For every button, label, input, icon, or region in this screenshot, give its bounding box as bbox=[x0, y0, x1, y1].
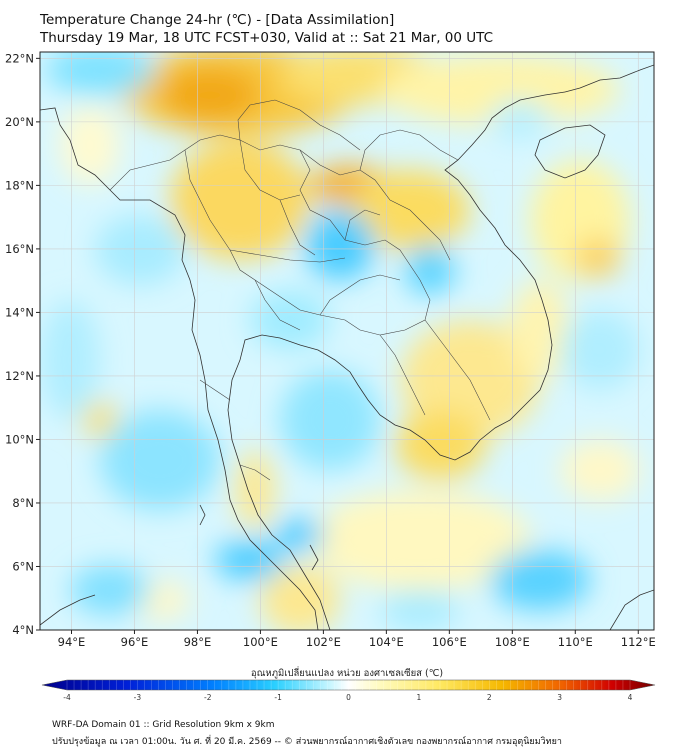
lat-label: 12°N bbox=[5, 369, 34, 383]
colorbar: อุณหภูมิเปลี่ยนแปลง หน่วย องศาเซลเซียส (… bbox=[41, 666, 656, 702]
lat-label: 6°N bbox=[12, 559, 34, 573]
lat-label: 8°N bbox=[12, 496, 34, 510]
lon-label: 98°E bbox=[184, 635, 212, 649]
colorbar-tick-label: -2 bbox=[204, 693, 212, 702]
map-frame bbox=[39, 51, 655, 631]
graticule bbox=[40, 52, 654, 630]
lon-label: 94°E bbox=[58, 635, 86, 649]
lat-label: 20°N bbox=[5, 115, 34, 129]
colorbar-tick-label: 2 bbox=[487, 693, 492, 702]
lat-label: 4°N bbox=[12, 623, 34, 637]
lon-label: 102°E bbox=[306, 635, 341, 649]
lon-label: 96°E bbox=[121, 635, 149, 649]
lat-label: 22°N bbox=[5, 51, 34, 65]
colorbar-label: อุณหภูมิเปลี่ยนแปลง หน่วย องศาเซลเซียส (… bbox=[251, 666, 443, 679]
temperature-field bbox=[40, 52, 654, 630]
coastlines bbox=[40, 64, 654, 630]
colorbar-tick-label: 1 bbox=[416, 693, 421, 702]
lon-label: 110°E bbox=[558, 635, 593, 649]
colorbar-tick-label: -1 bbox=[274, 693, 282, 702]
map-title: Temperature Change 24-hr (℃) - [Data Ass… bbox=[40, 12, 395, 28]
lon-label: 104°E bbox=[369, 635, 404, 649]
footer-model-info: WRF-DA Domain 01 :: Grid Resolution 9km … bbox=[52, 720, 275, 730]
latitude-axis: 22°N 20°N 18°N 16°N 14°N 12°N 10°N 8°N 6°N 4°N bbox=[5, 51, 40, 637]
map-subtitle: Thursday 19 Mar, 18 UTC FCST+030, Valid … bbox=[40, 30, 494, 46]
lat-label: 18°N bbox=[5, 178, 34, 192]
colorbar-tick-label: -3 bbox=[134, 693, 142, 702]
footer-credit: ปรับปรุงข้อมูล ณ เวลา 01:00น. วัน ศ. ที่… bbox=[52, 737, 562, 747]
colorbar-ticks: -4 -3 -2 -1 0 1 2 3 4 bbox=[63, 693, 632, 702]
lon-label: 112°E bbox=[621, 635, 656, 649]
lon-label: 108°E bbox=[495, 635, 530, 649]
lat-label: 14°N bbox=[5, 305, 34, 319]
lat-label: 16°N bbox=[5, 242, 34, 256]
longitude-axis: 94°E 96°E 98°E 100°E 102°E 104°E 106°E 108°E 110… bbox=[58, 630, 656, 649]
lat-label: 10°N bbox=[5, 432, 34, 446]
lon-label: 106°E bbox=[432, 635, 467, 649]
colorbar-tick-label: 3 bbox=[557, 693, 562, 702]
lon-label: 100°E bbox=[243, 635, 278, 649]
colorbar-bar bbox=[41, 679, 656, 691]
colorbar-tick-label: 0 bbox=[346, 693, 351, 702]
colorbar-tick-label: -4 bbox=[63, 693, 71, 702]
borders bbox=[109, 99, 491, 481]
colorbar-divisions bbox=[66, 680, 631, 690]
colorbar-tick-label: 4 bbox=[628, 693, 633, 702]
